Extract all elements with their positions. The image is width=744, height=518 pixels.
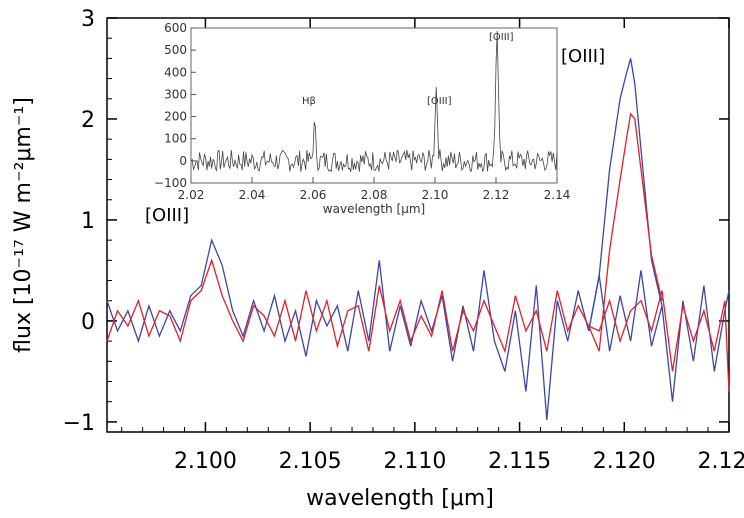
inset-y-ticks: −100 0 100 200 300 400 500 600 bbox=[154, 21, 196, 190]
inset-y-tick-label: 400 bbox=[164, 65, 187, 79]
main-y-tick-label: −1 bbox=[63, 411, 95, 436]
inset-x-tick-label: 2.12 bbox=[483, 188, 510, 202]
main-series bbox=[106, 58, 730, 420]
inset-x-tick-label: 2.04 bbox=[239, 188, 266, 202]
inset-annotation-hbeta: Hβ bbox=[302, 96, 316, 107]
main-annotation-oiii-left: [OIII] bbox=[145, 205, 189, 226]
inset-y-tick-label: −100 bbox=[154, 176, 187, 190]
inset-x-axis-title: wavelength [μm] bbox=[323, 202, 425, 216]
inset-x-ticks: 2.02 2.04 2.06 2.08 2.10 2.12 2.14 bbox=[178, 177, 571, 202]
main-x-axis-title: wavelength [μm] bbox=[306, 486, 494, 511]
main-y-axis-title: flux [10⁻¹⁷ W m⁻²μm⁻¹] bbox=[11, 97, 36, 353]
inset-y-tick-label: 600 bbox=[164, 21, 187, 35]
inset-y-tick-label: 300 bbox=[164, 87, 187, 101]
inset-chart: 2.02 2.04 2.06 2.08 2.10 2.12 2.14 −100 0 100 200… bbox=[154, 21, 570, 216]
main-series-line bbox=[106, 258, 730, 392]
main-y-ticks: −1 0 1 2 3 bbox=[63, 7, 729, 436]
inset-y-tick-label: 500 bbox=[164, 43, 187, 57]
inset-y-tick-label: 0 bbox=[179, 154, 187, 168]
main-x-tick-label: 2.100 bbox=[174, 449, 237, 474]
inset-x-tick-label: 2.08 bbox=[361, 188, 388, 202]
main-x-tick-label: 2.125 bbox=[698, 449, 744, 474]
inset-y-tick-label: 100 bbox=[164, 132, 187, 146]
inset-series-line bbox=[190, 30, 558, 173]
main-annotation-oiii-right: [OIII] bbox=[561, 46, 605, 67]
inset-series bbox=[190, 30, 558, 173]
main-y-tick-label: 1 bbox=[81, 209, 95, 234]
inset-annotation-oiii-right: [OIII] bbox=[489, 32, 514, 43]
inset-x-tick-label: 2.02 bbox=[178, 188, 205, 202]
inset-y-tick-label: 200 bbox=[164, 110, 187, 124]
main-series-peak bbox=[588, 112, 663, 352]
main-series-peak bbox=[588, 58, 663, 332]
inset-x-tick-label: 2.10 bbox=[422, 188, 449, 202]
main-x-tick-label: 2.120 bbox=[593, 449, 656, 474]
main-x-tick-label: 2.110 bbox=[383, 449, 446, 474]
inset-x-tick-label: 2.06 bbox=[300, 188, 327, 202]
main-x-tick-label: 2.105 bbox=[279, 449, 342, 474]
main-y-tick-label: 0 bbox=[81, 310, 95, 335]
main-x-tick-label: 2.115 bbox=[488, 449, 551, 474]
main-y-tick-label: 3 bbox=[81, 7, 95, 32]
main-y-tick-label: 2 bbox=[81, 108, 95, 133]
main-series-line bbox=[106, 237, 730, 420]
inset-x-tick-label: 2.14 bbox=[544, 188, 571, 202]
main-plot-frame bbox=[106, 17, 730, 433]
inset-plot-frame bbox=[190, 27, 558, 184]
inset-annotation-oiii-left: [OIII] bbox=[427, 96, 452, 107]
